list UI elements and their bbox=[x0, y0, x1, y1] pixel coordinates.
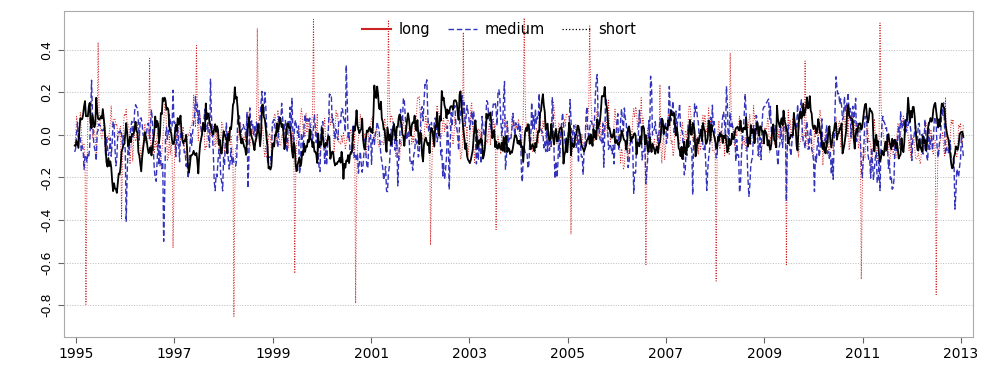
short bbox=[957, 135, 969, 139]
short bbox=[369, 83, 380, 88]
medium bbox=[340, 63, 352, 67]
long bbox=[274, 143, 286, 147]
Legend: long, medium, short: long, medium, short bbox=[362, 22, 636, 37]
medium bbox=[826, 172, 838, 177]
long bbox=[826, 133, 838, 137]
long bbox=[736, 143, 748, 148]
long bbox=[831, 131, 842, 135]
long bbox=[518, 16, 530, 20]
medium bbox=[157, 239, 169, 244]
medium bbox=[258, 110, 269, 115]
short bbox=[258, 115, 269, 119]
medium bbox=[274, 119, 286, 124]
Line: short: short bbox=[75, 85, 963, 193]
long bbox=[228, 314, 240, 319]
long bbox=[69, 143, 81, 148]
short bbox=[274, 115, 286, 120]
long bbox=[462, 154, 474, 159]
short bbox=[69, 143, 81, 148]
long bbox=[957, 122, 969, 127]
Line: medium: medium bbox=[75, 65, 963, 241]
Line: long: long bbox=[75, 18, 963, 316]
long bbox=[258, 146, 269, 151]
medium bbox=[831, 85, 842, 90]
medium bbox=[736, 136, 748, 140]
medium bbox=[69, 150, 81, 154]
short bbox=[736, 130, 748, 134]
short bbox=[826, 145, 838, 150]
medium bbox=[463, 116, 475, 121]
medium bbox=[957, 154, 969, 158]
short bbox=[111, 191, 123, 195]
short bbox=[463, 159, 475, 164]
short bbox=[831, 137, 842, 142]
